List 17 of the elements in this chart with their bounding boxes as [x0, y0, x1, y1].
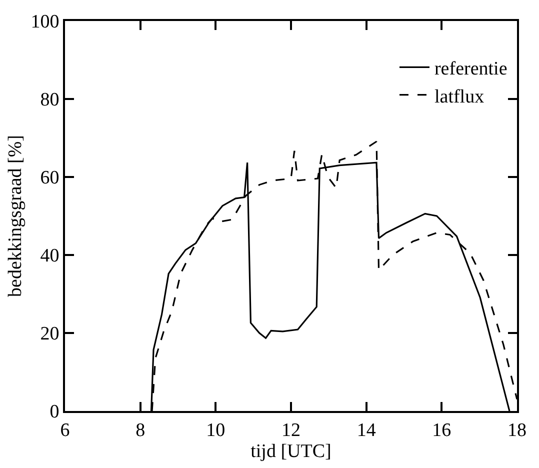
x-tick-label: 12	[282, 420, 300, 441]
x-tick-label: 18	[508, 420, 526, 441]
y-tick-label: 40	[40, 246, 60, 267]
y-tick-label: 60	[40, 168, 60, 189]
y-axis-title: bedekkingsgraad [%]	[5, 135, 26, 297]
legend-label: latflux	[434, 86, 485, 108]
x-tick-label: 8	[136, 420, 146, 441]
x-tick-label: 10	[206, 420, 226, 441]
x-tick-label: 14	[356, 420, 376, 441]
x-tick-label: 16	[432, 420, 452, 441]
y-tick-label: 20	[40, 324, 60, 345]
y-tick-label: 100	[30, 12, 60, 33]
x-tick-label: 6	[60, 420, 70, 441]
y-tick-label: 0	[50, 402, 60, 423]
y-tick-label: 80	[40, 90, 60, 111]
x-axis-title: tijd [UTC]	[250, 440, 332, 462]
legend-label: referentie	[434, 58, 508, 80]
